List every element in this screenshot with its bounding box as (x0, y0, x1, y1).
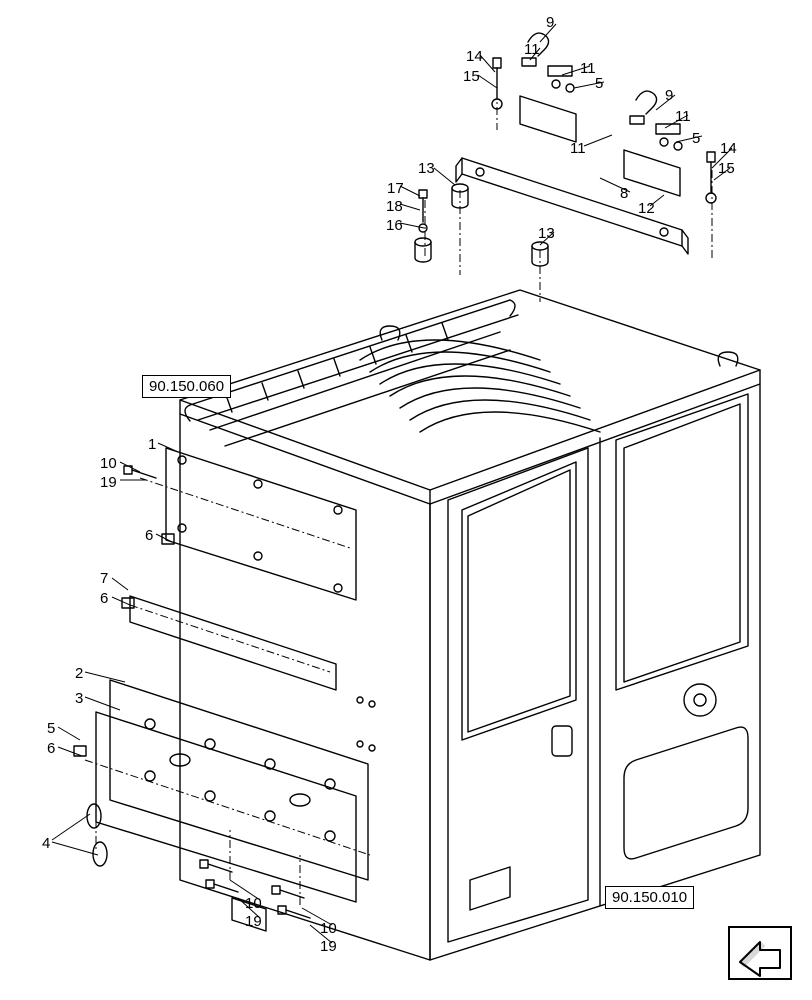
callout-c9b: 9 (665, 87, 673, 104)
callout-c11c: 11 (675, 108, 691, 125)
callout-c4: 4 (42, 835, 50, 852)
callout-c8: 8 (620, 185, 628, 202)
callout-c6a: 6 (145, 527, 153, 544)
roof-rail (185, 300, 518, 446)
callout-c10b: 10 (245, 895, 262, 912)
callout-c10a: 10 (100, 455, 117, 472)
callout-c5b: 5 (692, 130, 700, 147)
callout-c14a: 14 (466, 48, 483, 65)
callout-c15a: 15 (463, 68, 480, 85)
ref-roof-text: 90.150.060 (149, 378, 224, 395)
callout-c13a: 13 (418, 160, 435, 177)
cab-lineart (0, 0, 812, 1000)
bolt-17-18-16 (415, 190, 431, 262)
callout-c17: 17 (387, 180, 404, 197)
bolt-14-right (706, 152, 716, 203)
bolt-14-left (492, 58, 502, 109)
ref-cab-text: 90.150.010 (612, 889, 687, 906)
cab-body (180, 290, 760, 960)
callout-c14b: 14 (720, 140, 737, 157)
callout-c10c: 10 (320, 920, 337, 937)
callout-c19b: 19 (245, 913, 262, 930)
callout-c19c: 19 (320, 938, 337, 955)
callout-c6b: 6 (100, 590, 108, 607)
callout-c5c: 5 (47, 720, 55, 737)
callout-c12: 12 (638, 200, 655, 217)
callout-c11a: 11 (524, 41, 540, 58)
callout-c13b: 13 (538, 225, 555, 242)
callout-c16: 16 (386, 217, 403, 234)
callout-c1: 1 (148, 436, 156, 453)
callout-c7: 7 (100, 570, 108, 587)
callout-c11d: 11 (570, 140, 586, 157)
callout-c15b: 15 (718, 160, 735, 177)
callout-c18: 18 (386, 198, 403, 215)
callout-c2: 2 (75, 665, 83, 682)
callout-c3: 3 (75, 690, 83, 707)
ref-box-roof: 90.150.060 (142, 375, 231, 398)
callout-c9a: 9 (546, 14, 554, 31)
ref-box-cab: 90.150.010 (605, 886, 694, 909)
plate-5-right (624, 150, 680, 196)
roof-vents (360, 340, 600, 432)
panel-7 (122, 596, 336, 690)
diagram-container: 9111411155911115141513171881612131101967… (0, 0, 812, 1000)
nav-icon[interactable] (728, 926, 792, 980)
panel-1 (124, 448, 356, 600)
callout-c11b: 11 (580, 60, 596, 77)
callout-c6c: 6 (47, 740, 55, 757)
callout-c5a: 5 (595, 75, 603, 92)
plate-5-left (520, 96, 576, 142)
callout-c19a: 19 (100, 474, 117, 491)
